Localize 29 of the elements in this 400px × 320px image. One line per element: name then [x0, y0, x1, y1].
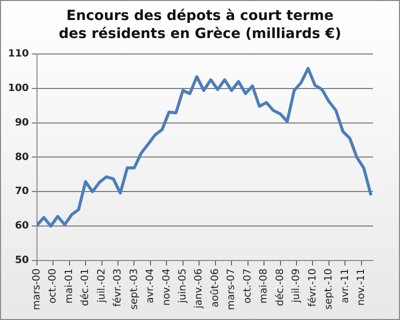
- x-tick-label: déc.-01: [80, 268, 92, 306]
- y-tick-label: 100: [8, 83, 29, 94]
- x-tick-label: juil.-02: [96, 268, 108, 304]
- y-tick-label: 60: [14, 220, 29, 232]
- y-tick-label: 50: [14, 255, 29, 266]
- y-tick-label: 70: [14, 186, 29, 198]
- x-tick-label: oct.-00: [48, 268, 59, 304]
- x-tick-label: mai-01: [64, 268, 75, 304]
- chart-title: Encours des dépots à court terme des résidents en Grèce (milliards €): [58, 7, 342, 43]
- x-tick-label: déc.-08: [274, 268, 286, 306]
- x-tick-label: oct.-07: [242, 268, 254, 304]
- x-tick-label: févr.-03: [112, 268, 124, 307]
- x-tick-label: janv.-06: [194, 268, 205, 310]
- x-tick-label: avr.-04: [145, 268, 156, 304]
- x-tick-label: sept.-10: [324, 268, 335, 310]
- x-tick-label: sept.-03: [128, 268, 140, 310]
- x-tick-label: juin-05: [178, 268, 189, 304]
- x-tick-label: févr.-10: [307, 268, 318, 307]
- x-tick-label: août-06: [210, 268, 221, 308]
- x-tick-label: mars-00: [31, 268, 42, 310]
- x-tick-label: mars-07: [226, 268, 238, 310]
- x-tick-label: avr.-11: [340, 268, 351, 304]
- x-tick-label: mai-08: [258, 268, 270, 304]
- y-tick-label: 80: [14, 152, 29, 163]
- x-tick-label: juil.-09: [291, 268, 302, 304]
- x-tick-label: nov.-11: [356, 268, 368, 306]
- x-tick-label: nov.-04: [161, 268, 172, 306]
- y-tick-label: 110: [8, 48, 29, 60]
- y-tick-label: 90: [14, 117, 29, 128]
